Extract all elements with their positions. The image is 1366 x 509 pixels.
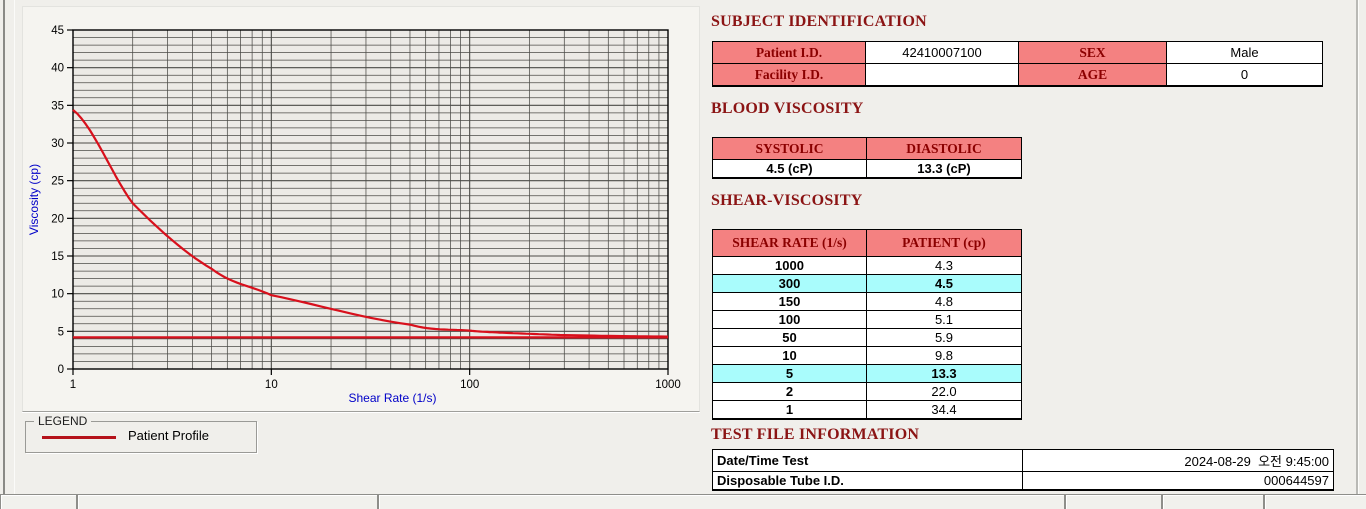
svg-text:100: 100 bbox=[460, 379, 479, 391]
test-file-information-table: Date/Time Test 2024-08-29 오전 9:45:00 Dis… bbox=[712, 449, 1334, 491]
svg-text:40: 40 bbox=[51, 63, 64, 75]
svg-text:30: 30 bbox=[51, 138, 64, 150]
table-row: 100 5.1 bbox=[712, 310, 1022, 329]
window-border-right bbox=[1356, 0, 1359, 494]
svg-text:Shear Rate (1/s): Shear Rate (1/s) bbox=[348, 391, 436, 405]
shear-viscosity-chart: 0 5 10 15 20 25 30 35 40 45 1 10 100 1000 Shear Rate (… bbox=[27, 25, 681, 405]
patient-id-value: 42410007100 bbox=[865, 41, 1019, 64]
svg-text:35: 35 bbox=[51, 100, 64, 112]
bottom-panel-segment bbox=[378, 494, 1065, 509]
patient-viscosity-cell: 22.0 bbox=[866, 382, 1022, 401]
table-row: 5 13.3 bbox=[712, 364, 1022, 383]
table-row: 2 22.0 bbox=[712, 382, 1022, 401]
test-file-information-title: TEST FILE INFORMATION bbox=[711, 426, 920, 443]
blood-viscosity-title: BLOOD VISCOSITY bbox=[711, 100, 864, 117]
svg-text:10: 10 bbox=[51, 289, 64, 301]
patient-cp-header: PATIENT (cp) bbox=[866, 229, 1022, 257]
patient-viscosity-cell: 34.4 bbox=[866, 400, 1022, 420]
table-row: 150 4.8 bbox=[712, 292, 1022, 311]
shear-rate-cell: 50 bbox=[712, 328, 867, 347]
bottom-panel-segment bbox=[77, 494, 378, 509]
table-row: Date/Time Test 2024-08-29 오전 9:45:00 bbox=[712, 449, 1334, 472]
window-border-left bbox=[3, 0, 5, 508]
diastolic-header: DIASTOLIC bbox=[866, 137, 1022, 160]
table-row: 4.5 (cP) 13.3 (cP) bbox=[712, 159, 1022, 179]
subject-identification-title: SUBJECT IDENTIFICATION bbox=[711, 13, 927, 30]
facility-id-value bbox=[865, 63, 1019, 87]
patient-viscosity-cell: 4.3 bbox=[866, 256, 1022, 275]
legend-entry-label: Patient Profile bbox=[128, 428, 209, 443]
table-row: Disposable Tube I.D. 000644597 bbox=[712, 471, 1334, 491]
sex-label: SEX bbox=[1018, 41, 1167, 64]
shear-rate-cell: 2 bbox=[712, 382, 867, 401]
patient-viscosity-cell: 5.9 bbox=[866, 328, 1022, 347]
patient-viscosity-cell: 9.8 bbox=[866, 346, 1022, 365]
table-row: 10 9.8 bbox=[712, 346, 1022, 365]
svg-text:25: 25 bbox=[51, 176, 64, 188]
patient-viscosity-cell: 5.1 bbox=[866, 310, 1022, 329]
facility-id-label: Facility I.D. bbox=[712, 63, 866, 87]
bottom-panel-segment bbox=[1065, 494, 1162, 509]
table-row: 1 34.4 bbox=[712, 400, 1022, 420]
bottom-panel-segment bbox=[1264, 494, 1366, 509]
sex-value: Male bbox=[1166, 41, 1323, 64]
patient-viscosity-cell: 4.5 bbox=[866, 274, 1022, 293]
bottom-panel-segment bbox=[1162, 494, 1264, 509]
table-row: 1000 4.3 bbox=[712, 256, 1022, 275]
patient-viscosity-cell: 4.8 bbox=[866, 292, 1022, 311]
svg-text:1: 1 bbox=[70, 379, 76, 391]
table-header-row: SHEAR RATE (1/s) PATIENT (cp) bbox=[712, 229, 1022, 257]
systolic-value: 4.5 (cP) bbox=[712, 159, 867, 179]
table-row: Facility I.D. AGE 0 bbox=[712, 63, 1323, 87]
shear-rate-cell: 1000 bbox=[712, 256, 867, 275]
svg-text:15: 15 bbox=[51, 251, 64, 263]
window-border-left-highlight bbox=[14, 0, 15, 494]
shear-rate-header: SHEAR RATE (1/s) bbox=[712, 229, 867, 257]
age-value: 0 bbox=[1166, 63, 1323, 87]
date-time-test-value: 2024-08-29 오전 9:45:00 bbox=[1022, 449, 1334, 472]
patient-id-label: Patient I.D. bbox=[712, 41, 866, 64]
disposable-tube-id-label: Disposable Tube I.D. bbox=[712, 471, 1023, 491]
viscosity-chart-panel: 0 5 10 15 20 25 30 35 40 45 1 10 100 1000 Shear Rate (… bbox=[22, 6, 700, 412]
svg-text:20: 20 bbox=[51, 213, 64, 225]
date-time-test-label: Date/Time Test bbox=[712, 449, 1023, 472]
svg-text:1000: 1000 bbox=[655, 379, 681, 391]
legend-line-sample bbox=[42, 436, 116, 439]
diastolic-value: 13.3 (cP) bbox=[866, 159, 1022, 179]
table-row: SYSTOLIC DIASTOLIC bbox=[712, 137, 1022, 160]
svg-text:10: 10 bbox=[265, 379, 278, 391]
legend-title: LEGEND bbox=[34, 414, 92, 428]
disposable-tube-id-value: 000644597 bbox=[1022, 471, 1334, 491]
blood-viscosity-table: SYSTOLIC DIASTOLIC 4.5 (cP) 13.3 (cP) bbox=[712, 137, 1022, 179]
shear-viscosity-title: SHEAR-VISCOSITY bbox=[711, 192, 863, 209]
shear-rate-cell: 1 bbox=[712, 400, 867, 420]
shear-rate-cell: 100 bbox=[712, 310, 867, 329]
shear-rate-cell: 5 bbox=[712, 364, 867, 383]
shear-rate-cell: 150 bbox=[712, 292, 867, 311]
bottom-panel-segment bbox=[0, 494, 77, 509]
age-label: AGE bbox=[1018, 63, 1167, 87]
shear-rate-cell: 10 bbox=[712, 346, 867, 365]
shear-rate-cell: 300 bbox=[712, 274, 867, 293]
svg-text:Viscosity (cp): Viscosity (cp) bbox=[27, 164, 41, 235]
svg-text:45: 45 bbox=[51, 25, 64, 37]
systolic-header: SYSTOLIC bbox=[712, 137, 867, 160]
table-row: 300 4.5 bbox=[712, 274, 1022, 293]
subject-identification-table: Patient I.D. 42410007100 SEX Male Facili… bbox=[712, 41, 1323, 87]
patient-viscosity-cell: 13.3 bbox=[866, 364, 1022, 383]
shear-table-body: 1000 4.3 300 4.5 150 4.8 100 5.1 50 5.9 10 9.8 5 13.3… bbox=[712, 256, 1022, 420]
svg-text:0: 0 bbox=[58, 364, 64, 376]
svg-text:5: 5 bbox=[58, 326, 64, 338]
shear-viscosity-table: SHEAR RATE (1/s) PATIENT (cp) 1000 4.3 300… bbox=[712, 229, 1022, 420]
legend-box: LEGEND Patient Profile bbox=[25, 414, 257, 453]
table-row: 50 5.9 bbox=[712, 328, 1022, 347]
table-row: Patient I.D. 42410007100 SEX Male bbox=[712, 41, 1323, 64]
